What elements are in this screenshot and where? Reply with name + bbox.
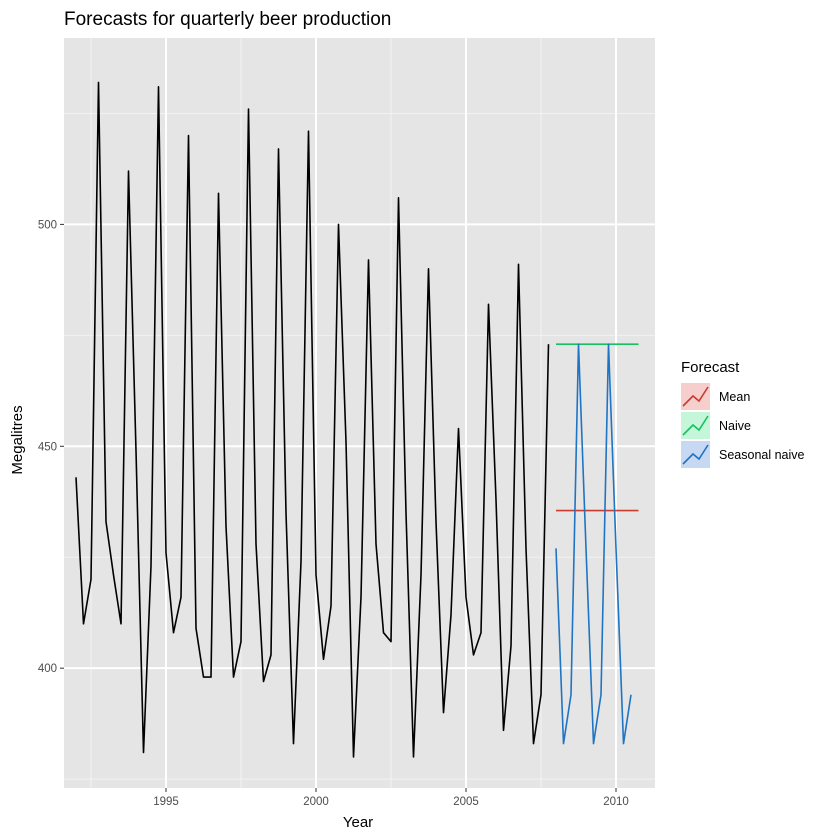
y-axis: 400 450 500 — [38, 219, 64, 675]
x-axis: 1995 2000 2005 2010 — [153, 788, 629, 808]
legend-key-line-naive — [682, 415, 709, 436]
legend-key-naive — [681, 412, 710, 439]
legend-key-seasonal-naive — [681, 441, 710, 468]
legend-key-line-seasonal-naive — [682, 444, 709, 465]
y-axis-title: Megalitres — [9, 405, 26, 474]
legend-label-seasonal-naive: Seasonal naive — [719, 448, 805, 462]
y-tick-label: 500 — [38, 219, 57, 231]
chart-title: Forecasts for quarterly beer production — [64, 9, 391, 30]
legend: Forecast Mean Naive Seasonal naive — [681, 359, 805, 468]
legend-key-line-mean — [682, 386, 709, 407]
series-layer — [75, 81, 639, 758]
y-tick-label: 450 — [38, 441, 57, 453]
x-tick-label: 2010 — [603, 796, 629, 808]
legend-label-mean: Mean — [719, 390, 750, 404]
x-tick-label: 1995 — [153, 796, 179, 808]
actual-series-line — [75, 81, 550, 758]
legend-title: Forecast — [681, 359, 740, 376]
minor-gridlines — [64, 38, 655, 788]
seasonal-naive-forecast-line — [555, 343, 632, 745]
x-axis-title: Year — [343, 814, 373, 831]
legend-key-mean — [681, 383, 710, 410]
major-gridlines — [64, 38, 655, 788]
y-tick-label: 400 — [38, 663, 57, 675]
x-tick-label: 2005 — [453, 796, 479, 808]
legend-label-naive: Naive — [719, 419, 751, 433]
plot-panel — [64, 38, 655, 788]
x-tick-label: 2000 — [303, 796, 329, 808]
